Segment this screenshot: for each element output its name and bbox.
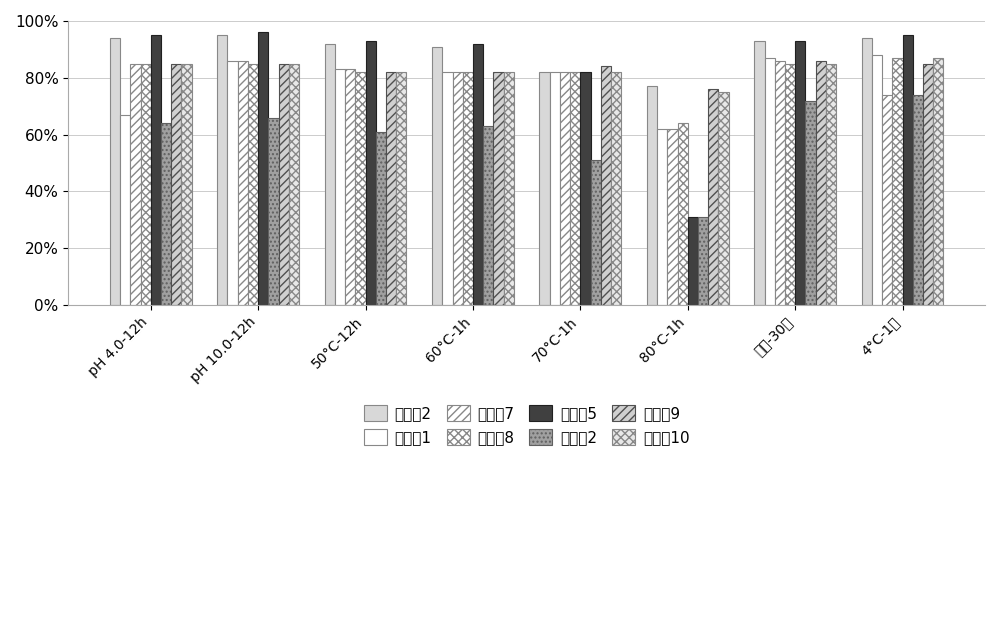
Bar — [227, 61, 238, 305]
Bar — [376, 132, 386, 305]
Bar — [171, 64, 181, 305]
Bar — [181, 64, 192, 305]
Bar — [591, 160, 601, 305]
Bar — [892, 58, 903, 305]
Bar — [335, 69, 345, 305]
Bar — [754, 41, 765, 305]
Bar — [289, 64, 299, 305]
Bar — [504, 72, 514, 305]
Bar — [678, 123, 688, 305]
Bar — [933, 58, 943, 305]
Bar — [923, 64, 933, 305]
Bar — [238, 61, 248, 305]
Bar — [151, 35, 161, 305]
Bar — [570, 72, 580, 305]
Bar — [805, 101, 816, 305]
Bar — [550, 72, 560, 305]
Bar — [647, 87, 657, 305]
Bar — [453, 72, 463, 305]
Bar — [493, 72, 504, 305]
Bar — [325, 44, 335, 305]
Bar — [120, 115, 130, 305]
Bar — [862, 38, 872, 305]
Bar — [903, 35, 913, 305]
Legend: 实施例2, 对比例1, 实施例7, 实施例8, 实施例5, 对比例2, 实施例9, 实施例10: 实施例2, 对比例1, 实施例7, 实施例8, 实施例5, 对比例2, 实施例9… — [356, 398, 697, 453]
Bar — [601, 67, 611, 305]
Bar — [718, 92, 729, 305]
Bar — [765, 58, 775, 305]
Bar — [279, 64, 289, 305]
Bar — [130, 64, 141, 305]
Bar — [698, 217, 708, 305]
Bar — [396, 72, 406, 305]
Bar — [432, 46, 442, 305]
Bar — [816, 61, 826, 305]
Bar — [913, 95, 923, 305]
Bar — [110, 38, 120, 305]
Bar — [355, 72, 366, 305]
Bar — [688, 217, 698, 305]
Bar — [345, 69, 355, 305]
Bar — [463, 72, 473, 305]
Bar — [248, 64, 258, 305]
Bar — [785, 64, 795, 305]
Bar — [386, 72, 396, 305]
Bar — [826, 64, 836, 305]
Bar — [442, 72, 453, 305]
Bar — [872, 55, 882, 305]
Bar — [667, 129, 678, 305]
Bar — [580, 72, 591, 305]
Bar — [258, 32, 268, 305]
Bar — [366, 41, 376, 305]
Bar — [775, 61, 785, 305]
Bar — [539, 72, 550, 305]
Bar — [882, 95, 892, 305]
Bar — [161, 123, 171, 305]
Bar — [473, 44, 483, 305]
Bar — [657, 129, 667, 305]
Bar — [795, 41, 805, 305]
Bar — [708, 89, 718, 305]
Bar — [217, 35, 227, 305]
Bar — [483, 126, 493, 305]
Bar — [141, 64, 151, 305]
Bar — [611, 72, 621, 305]
Bar — [268, 117, 279, 305]
Bar — [560, 72, 570, 305]
